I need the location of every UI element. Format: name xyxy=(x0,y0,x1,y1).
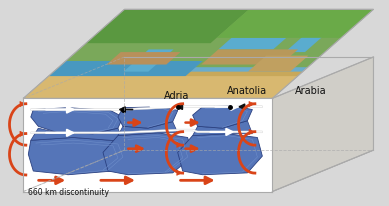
Polygon shape xyxy=(31,130,262,134)
Polygon shape xyxy=(103,133,193,175)
Text: Adria: Adria xyxy=(164,91,190,101)
Polygon shape xyxy=(28,138,128,175)
Polygon shape xyxy=(23,72,303,99)
Polygon shape xyxy=(201,50,298,65)
Text: Anatolia: Anatolia xyxy=(227,86,267,96)
Polygon shape xyxy=(107,53,180,65)
Polygon shape xyxy=(23,150,373,192)
Polygon shape xyxy=(31,106,262,111)
Polygon shape xyxy=(23,99,272,192)
Polygon shape xyxy=(86,10,249,44)
Polygon shape xyxy=(23,77,298,99)
Polygon shape xyxy=(123,50,173,72)
Polygon shape xyxy=(178,134,262,175)
Polygon shape xyxy=(193,121,252,136)
Polygon shape xyxy=(31,108,123,134)
Polygon shape xyxy=(217,10,373,39)
Polygon shape xyxy=(118,107,178,129)
Text: 660 km discontinuity: 660 km discontinuity xyxy=(28,187,109,197)
Polygon shape xyxy=(118,122,178,136)
Polygon shape xyxy=(248,56,308,72)
Polygon shape xyxy=(46,62,203,79)
Polygon shape xyxy=(285,37,323,53)
Polygon shape xyxy=(218,39,286,50)
Polygon shape xyxy=(31,129,123,142)
Polygon shape xyxy=(193,106,252,129)
Polygon shape xyxy=(23,99,272,192)
Polygon shape xyxy=(23,10,373,99)
Polygon shape xyxy=(272,58,373,192)
Text: Arabia: Arabia xyxy=(295,86,327,96)
Polygon shape xyxy=(59,10,373,68)
